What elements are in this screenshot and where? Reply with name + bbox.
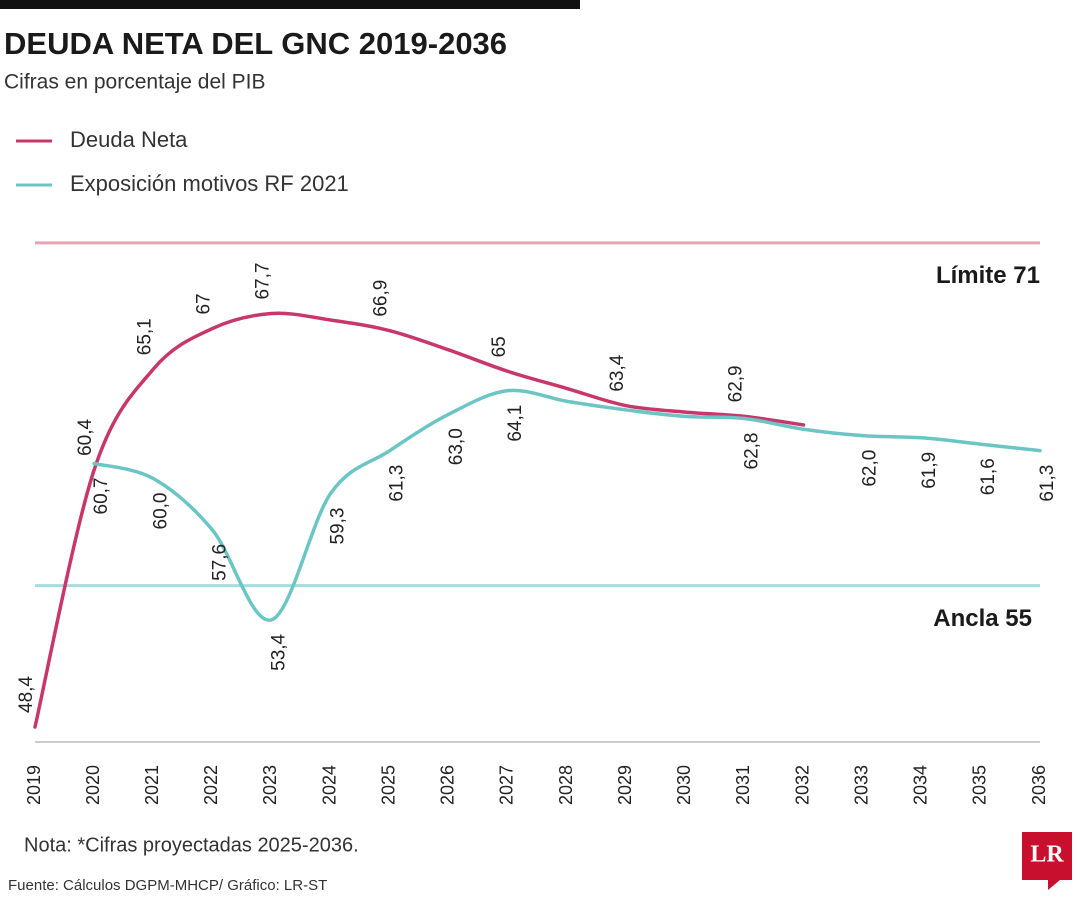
data-label: 61,3 bbox=[387, 465, 408, 502]
x-tick-label: 2026 bbox=[438, 765, 458, 805]
x-tick-label: 2029 bbox=[615, 765, 635, 805]
legend-label: Deuda Neta bbox=[70, 127, 188, 152]
series-line bbox=[92, 388, 1042, 622]
data-label: 66,9 bbox=[371, 280, 392, 317]
x-tick-label: 2020 bbox=[83, 765, 103, 805]
logo: LR bbox=[1022, 832, 1072, 890]
x-tick-label: 2028 bbox=[556, 765, 576, 805]
data-label: 59,3 bbox=[328, 507, 349, 544]
x-tick-label: 2019 bbox=[24, 765, 44, 805]
legend-label: Exposición motivos RF 2021 bbox=[70, 171, 349, 196]
reference-label: Límite 71 bbox=[936, 262, 1040, 289]
data-label: 60,0 bbox=[150, 492, 171, 529]
x-tick-label: 2022 bbox=[201, 765, 221, 805]
data-label: 62,0 bbox=[860, 450, 881, 487]
x-tick-label: 2030 bbox=[674, 765, 694, 805]
series-line bbox=[33, 311, 806, 729]
x-tick-label: 2027 bbox=[497, 765, 517, 805]
x-tick-label: 2023 bbox=[260, 765, 280, 805]
x-tick-label: 2033 bbox=[851, 765, 871, 805]
data-label: 64,1 bbox=[505, 405, 526, 442]
data-label: 67 bbox=[193, 293, 214, 314]
logo-badge bbox=[1022, 832, 1072, 890]
x-tick-label: 2036 bbox=[1029, 765, 1049, 805]
note: Nota: *Cifras proyectadas 2025-2036. bbox=[24, 834, 359, 856]
source: Fuente: Cálculos DGPM-MHCP/ Gráfico: LR-… bbox=[8, 877, 327, 894]
data-label: 60,7 bbox=[91, 478, 112, 515]
data-label: 57,6 bbox=[209, 544, 230, 581]
x-tick-label: 2034 bbox=[911, 765, 931, 805]
data-label: 48,4 bbox=[16, 676, 37, 713]
x-tick-label: 2035 bbox=[970, 765, 990, 805]
top-bar bbox=[0, 0, 580, 9]
x-tick-label: 2031 bbox=[733, 765, 753, 805]
data-label: 61,9 bbox=[919, 452, 940, 489]
data-label: 63,4 bbox=[607, 354, 628, 391]
data-label: 61,3 bbox=[1037, 465, 1058, 502]
data-label: 53,4 bbox=[268, 633, 289, 670]
data-label: 62,9 bbox=[725, 365, 746, 402]
chart-title: DEUDA NETA DEL GNC 2019-2036 bbox=[4, 26, 507, 61]
data-label: 61,6 bbox=[978, 458, 999, 495]
data-label: 60,4 bbox=[75, 419, 96, 456]
x-tick-label: 2021 bbox=[142, 765, 162, 805]
chart-subtitle: Cifras en porcentaje del PIB bbox=[4, 71, 265, 94]
data-label: 65 bbox=[489, 336, 510, 357]
data-label: 62,8 bbox=[741, 433, 762, 470]
logo-text: LR bbox=[1030, 842, 1064, 868]
data-label: 65,1 bbox=[134, 318, 155, 355]
x-tick-label: 2025 bbox=[378, 765, 398, 805]
x-tick-label: 2032 bbox=[792, 765, 812, 805]
reference-label: Ancla 55 bbox=[933, 605, 1032, 632]
x-tick-label: 2024 bbox=[319, 765, 339, 805]
data-label: 67,7 bbox=[252, 263, 273, 300]
data-label: 63,0 bbox=[446, 428, 467, 465]
